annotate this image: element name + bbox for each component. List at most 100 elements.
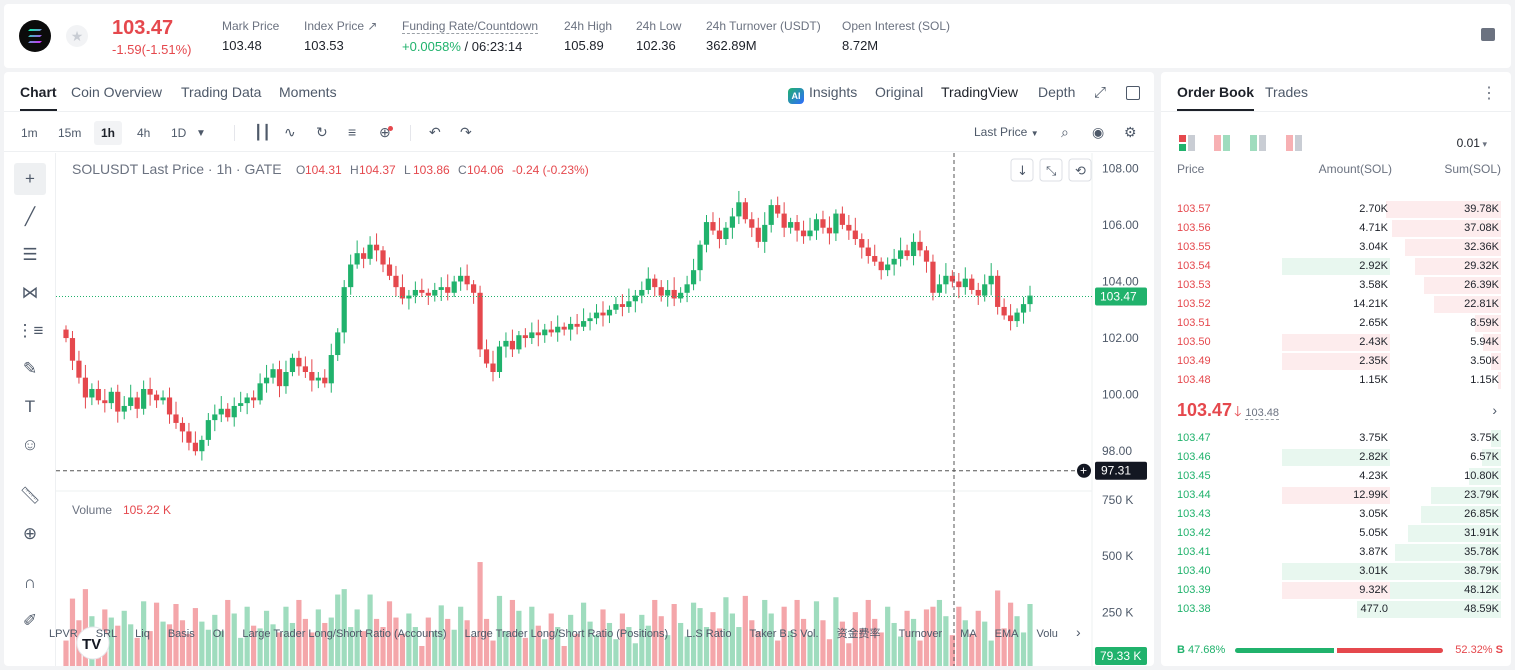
- view-split-icon[interactable]: [1214, 135, 1230, 151]
- timeframe-4h[interactable]: 4h: [137, 126, 151, 140]
- lock-pen-icon[interactable]: ✐: [22, 611, 38, 630]
- indicator-shortcut[interactable]: SRL: [95, 628, 118, 640]
- notebook-icon[interactable]: [1481, 28, 1495, 41]
- indicator-shortcut[interactable]: L.S Ratio: [686, 628, 732, 640]
- tab-insights[interactable]: AI Insights: [788, 84, 857, 104]
- tab-chart[interactable]: Chart: [20, 84, 57, 111]
- ask-row[interactable]: 103.52 14.21K 22.81K: [1161, 295, 1511, 314]
- tab-original[interactable]: Original: [875, 84, 924, 100]
- fullscreen-icon[interactable]: [1126, 86, 1140, 100]
- redo-icon[interactable]: ↷: [460, 124, 472, 140]
- precision-select[interactable]: 0.01: [1457, 136, 1487, 150]
- ask-row[interactable]: 103.53 3.58K 26.39K: [1161, 276, 1511, 295]
- tab-tradingview[interactable]: TradingView: [941, 84, 1019, 100]
- candle-body: [121, 405, 127, 412]
- tab-depth[interactable]: Depth: [1038, 84, 1076, 100]
- indicator-shortcut[interactable]: Volu: [1036, 628, 1058, 640]
- ask-row[interactable]: 103.55 3.04K 32.36K: [1161, 238, 1511, 257]
- mid-price[interactable]: 103.47 🡓 103.48 ›: [1177, 400, 1497, 424]
- ask-row[interactable]: 103.50 2.43K 5.94K: [1161, 333, 1511, 352]
- settings-gear-icon[interactable]: ⚙: [1124, 124, 1137, 140]
- bid-row[interactable]: 103.43 3.05K 26.85K: [1161, 505, 1511, 524]
- bid-row[interactable]: 103.45 4.23K 10.80K: [1161, 467, 1511, 486]
- view-both-icon[interactable]: [1179, 135, 1195, 151]
- view-bids-icon[interactable]: [1250, 135, 1266, 151]
- templates-icon[interactable]: ≡: [348, 124, 357, 140]
- timeframe-1m[interactable]: 1m: [21, 126, 38, 140]
- ask-row[interactable]: 103.56 4.71K 37.08K: [1161, 219, 1511, 238]
- timeframe-dropdown-icon[interactable]: ▼: [196, 128, 206, 139]
- ruler-icon[interactable]: 📏︎: [19, 486, 41, 505]
- bid-row[interactable]: 103.47 3.75K 3.75K: [1161, 429, 1511, 448]
- scale-button[interactable]: [1010, 158, 1034, 182]
- chevron-right-icon[interactable]: ›: [1492, 402, 1497, 418]
- tab-trading-data[interactable]: Trading Data: [181, 84, 262, 100]
- indicator-shortcut[interactable]: Turnover: [898, 628, 943, 640]
- indicator-shortcut[interactable]: LPVR: [49, 628, 78, 640]
- timeframe-1d[interactable]: 1D: [171, 126, 187, 140]
- indicator-shortcut[interactable]: MA: [960, 628, 977, 640]
- stat-label[interactable]: Funding Rate/Countdown: [402, 19, 539, 34]
- indicator-shortcut[interactable]: 资金费率: [836, 628, 881, 640]
- indicator-shortcut[interactable]: OI: [212, 628, 225, 640]
- indicators-icon[interactable]: ∿: [284, 124, 296, 140]
- tab-trades[interactable]: Trades: [1265, 84, 1309, 100]
- emoji-icon[interactable]: ☺: [21, 435, 39, 454]
- orderbook-tabs: Order Book Trades ⋮: [1161, 72, 1511, 112]
- depth-bar: [1415, 258, 1501, 275]
- timeframe-15m[interactable]: 15m: [58, 126, 82, 140]
- indicator-shortcut[interactable]: Large Trader Long/Short Ratio (Accounts): [242, 628, 447, 640]
- expand-icon[interactable]: ⤢: [1094, 84, 1107, 101]
- tab-moments[interactable]: Moments: [279, 84, 337, 100]
- trend-line-icon[interactable]: ╱: [24, 207, 36, 226]
- ask-row[interactable]: 103.51 2.65K 8.59K: [1161, 314, 1511, 333]
- indicator-shortcut[interactable]: EMA: [994, 628, 1019, 640]
- pattern-icon[interactable]: ⋈: [21, 283, 39, 302]
- indicator-shortcut[interactable]: Taker B.S Vol.: [749, 628, 819, 640]
- more-menu-icon[interactable]: ⋮: [1481, 85, 1497, 102]
- compare-icon[interactable]: ↻: [316, 124, 328, 140]
- bid-row[interactable]: 103.46 2.82K 6.57K: [1161, 448, 1511, 467]
- horizontal-lines-icon[interactable]: ☰: [22, 245, 38, 264]
- ask-row[interactable]: 103.48 1.15K 1.15K: [1161, 371, 1511, 390]
- indicator-shortcut[interactable]: Large Trader Long/Short Ratio (Positions…: [464, 628, 669, 640]
- stat-label[interactable]: Index Price ↗: [304, 19, 378, 33]
- more-indicators-chevron-icon[interactable]: ›: [1075, 624, 1081, 640]
- bid-row[interactable]: 103.44 12.99K 23.79K: [1161, 486, 1511, 505]
- text-tool-icon[interactable]: T: [24, 397, 36, 416]
- bid-row[interactable]: 103.42 5.05K 31.91K: [1161, 524, 1511, 543]
- volume-bar: [606, 622, 613, 666]
- bid-row[interactable]: 103.40 3.01K 38.79K: [1161, 562, 1511, 581]
- indicator-shortcut[interactable]: Liq: [135, 628, 150, 640]
- chart-canvas[interactable]: 108.00 106.00 104.00 102.00 100.00 98.00 750 K…: [56, 153, 1154, 666]
- price-chart[interactable]: 108.00 106.00 104.00 102.00 100.00 98.00 750 K…: [56, 153, 1154, 666]
- candle-body: [322, 377, 328, 384]
- zoom-in-icon[interactable]: ⊕: [22, 524, 38, 543]
- bid-row[interactable]: 103.38 477.0 48.59K: [1161, 600, 1511, 619]
- ask-row[interactable]: 103.49 2.35K 3.50K: [1161, 352, 1511, 371]
- tab-coin-overview[interactable]: Coin Overview: [71, 84, 163, 100]
- camera-icon[interactable]: ◉: [1092, 124, 1105, 140]
- price-source-select[interactable]: Last Price ▼: [974, 125, 1039, 139]
- undo-icon[interactable]: ↶: [429, 124, 441, 140]
- brush-icon[interactable]: ✎: [22, 359, 38, 378]
- crosshair-icon[interactable]: +: [14, 163, 46, 195]
- volume-bar: [619, 613, 626, 666]
- scale-button[interactable]: [1068, 158, 1092, 182]
- favorite-star-icon[interactable]: ★: [66, 25, 88, 47]
- candle-type-icon[interactable]: ┃┃: [254, 124, 271, 140]
- bid-row[interactable]: 103.41 3.87K 35.78K: [1161, 543, 1511, 562]
- tab-order-book[interactable]: Order Book: [1177, 84, 1255, 111]
- add-alert-icon[interactable]: ⊕: [379, 124, 393, 140]
- timeframe-1h[interactable]: 1h: [94, 121, 123, 145]
- row-sum: 1.15K: [1470, 374, 1499, 386]
- indicator-shortcut[interactable]: Basis: [167, 628, 195, 640]
- fib-icon[interactable]: ⋮≡: [16, 321, 44, 340]
- search-icon[interactable]: ⌕: [1061, 124, 1069, 140]
- scale-button[interactable]: [1039, 158, 1063, 182]
- view-asks-icon[interactable]: [1286, 135, 1302, 151]
- magnet-icon[interactable]: ∩: [23, 573, 37, 592]
- bid-row[interactable]: 103.39 9.32K 48.12K: [1161, 581, 1511, 600]
- ask-row[interactable]: 103.54 2.92K 29.32K: [1161, 257, 1511, 276]
- ask-row[interactable]: 103.57 2.70K 39.78K: [1161, 200, 1511, 219]
